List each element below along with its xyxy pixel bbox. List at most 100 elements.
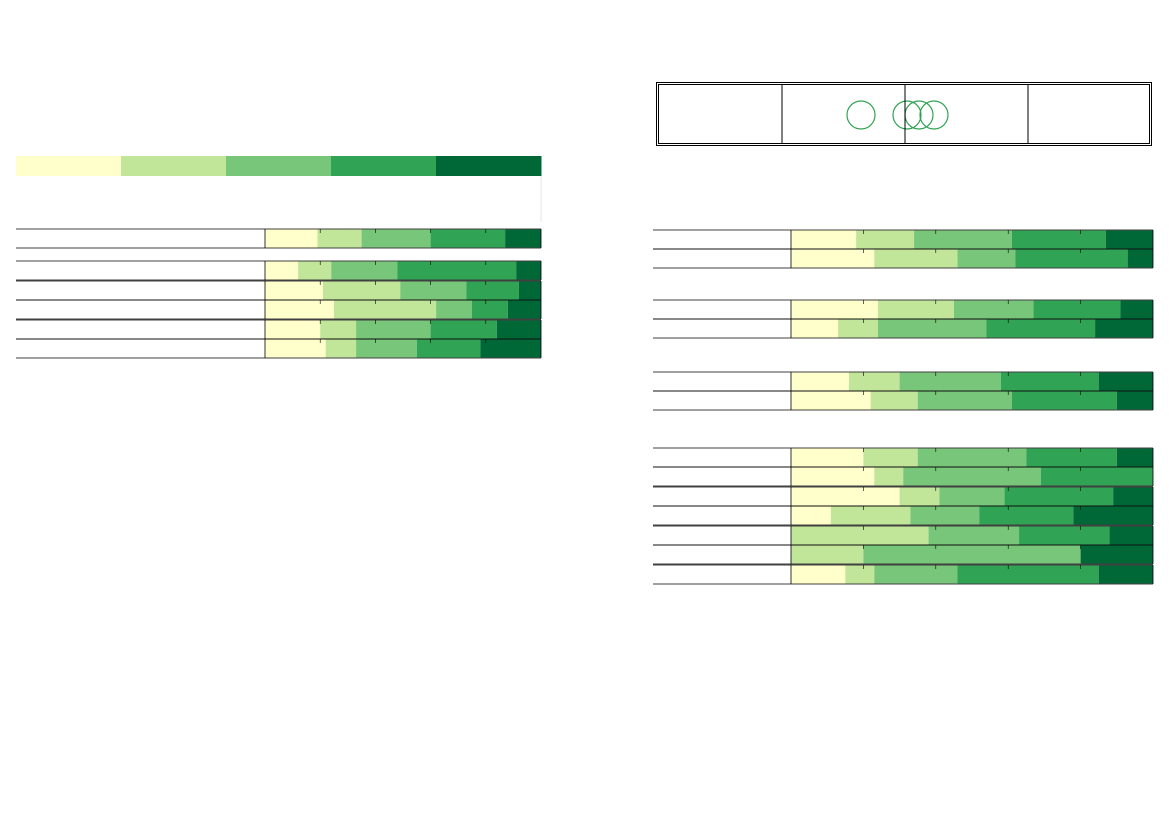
bar-segment-g4-r7-s2 (845, 565, 875, 584)
circle-marker-2 (892, 100, 922, 130)
bar-segment-g3-r1-s1 (791, 372, 849, 391)
bar-segment-g2-r1-s2 (877, 300, 954, 319)
bar-segment-g2-r2-s2 (838, 319, 878, 338)
bar-segment-g4-r3-s5 (1113, 487, 1153, 506)
bar-segment-g1-r1-s5 (505, 229, 541, 248)
bar-segment-g4-r3-s1 (791, 487, 900, 506)
bar-segment-g4-r5-s2 (791, 526, 929, 545)
bar-segment-g2-r2-s2 (322, 281, 401, 300)
bar-segment-g1-r1-s5 (1105, 230, 1153, 249)
legend-swatch-4 (331, 156, 437, 176)
circle-marker-1 (846, 100, 876, 130)
bar-segment-g2-r2-s1 (791, 319, 839, 338)
bar-segment-g1-r1-s3 (361, 229, 431, 248)
bar-segment-g1-r1-s1 (791, 230, 857, 249)
bar-segment-g4-r1-s2 (863, 448, 918, 467)
bar-segment-g3-r2-s5 (1116, 391, 1153, 410)
legend-table-dividers (781, 85, 1029, 143)
bar-segment-g2-r1-s4 (1033, 300, 1121, 319)
bar-segment-g1-r1-s1 (265, 229, 318, 248)
bar-segment-g2-r3-s5 (507, 300, 541, 319)
bar-segment-g2-r3-s2 (334, 300, 437, 319)
bar-segment-g2-r1-s3 (953, 300, 1034, 319)
bar-segment-g2-r5-s5 (480, 339, 541, 358)
bar-segment-g4-r6-s3 (863, 545, 1081, 564)
bar-segment-g1-r2-s4 (1015, 249, 1128, 268)
bar-segment-g4-r2-s4 (1040, 467, 1153, 486)
legend-swatch-1 (16, 156, 122, 176)
bar-segment-g3-r1-s3 (899, 372, 1001, 391)
bar-segment-g2-r2-s3 (877, 319, 987, 338)
bar-segment-g4-r1-s5 (1116, 448, 1153, 467)
left-chart-panel (16, 228, 542, 359)
bar-segment-g4-r4-s5 (1073, 506, 1153, 525)
legend-swatch-2 (121, 156, 227, 176)
bar-segment-g2-r1-s1 (265, 261, 299, 280)
bar-segment-g1-r2-s1 (791, 249, 875, 268)
bar-segment-g2-r1-s3 (331, 261, 398, 280)
bar-segment-g2-r1-s5 (1120, 300, 1153, 319)
bar-segment-g2-r2-s3 (400, 281, 467, 300)
bar-segment-g2-r1-s2 (298, 261, 332, 280)
bar-segment-g4-r1-s4 (1026, 448, 1117, 467)
bar-segment-g3-r2-s3 (917, 391, 1012, 410)
bar-segment-g2-r2-s4 (466, 281, 519, 300)
legend-table (656, 82, 1152, 146)
bar-segment-g2-r4-s3 (356, 320, 431, 339)
bar-segment-g2-r3-s1 (265, 300, 334, 319)
bar-segment-g4-r4-s2 (830, 506, 911, 525)
bar-segment-g4-r2-s2 (874, 467, 904, 486)
bar-segment-g4-r3-s4 (1004, 487, 1114, 506)
bar-segment-g2-r1-s1 (791, 300, 878, 319)
bar-segment-g4-r7-s3 (874, 565, 958, 584)
bar-segment-g4-r3-s3 (939, 487, 1005, 506)
bar-segment-g4-r1-s3 (917, 448, 1027, 467)
legend-swatch-3 (226, 156, 332, 176)
bar-segment-g1-r1-s3 (914, 230, 1012, 249)
bar-segment-g2-r5-s3 (356, 339, 417, 358)
bar-segment-g4-r2-s3 (903, 467, 1041, 486)
bar-segment-g4-r7-s4 (957, 565, 1099, 584)
bar-segment-g1-r1-s4 (1011, 230, 1106, 249)
bar-segment-g1-r2-s2 (874, 249, 958, 268)
bar-segment-g3-r2-s4 (1011, 391, 1117, 410)
bar-segment-g4-r2-s1 (791, 467, 875, 486)
bar-segment-g2-r4-s2 (320, 320, 357, 339)
bar-segment-g1-r1-s4 (430, 229, 506, 248)
legend-swatch-5 (436, 156, 542, 176)
right-chart-panel (653, 229, 1154, 585)
bar-segment-g1-r2-s5 (1127, 249, 1153, 268)
bar-segment-g2-r4-s1 (265, 320, 321, 339)
bar-segment-g4-r6-s5 (1080, 545, 1153, 564)
bar-segment-g2-r3-s3 (436, 300, 472, 319)
bar-segment-g4-r5-s3 (928, 526, 1020, 545)
bar-segment-g4-r6-s2 (791, 545, 864, 564)
bar-segment-g2-r2-s5 (1095, 319, 1153, 338)
bar-segment-g2-r4-s5 (496, 320, 541, 339)
bar-segment-g1-r1-s2 (856, 230, 915, 249)
bar-segment-g2-r5-s1 (265, 339, 326, 358)
bar-segment-g3-r1-s4 (1000, 372, 1099, 391)
bar-segment-g2-r5-s4 (416, 339, 481, 358)
circle-marker-4 (919, 100, 949, 130)
bar-segment-g3-r1-s5 (1098, 372, 1153, 391)
bar-segment-g2-r4-s4 (430, 320, 497, 339)
bar-segment-g2-r2-s4 (986, 319, 1096, 338)
bar-segment-g4-r4-s4 (979, 506, 1074, 525)
bar-segment-g1-r1-s2 (317, 229, 362, 248)
bar-segment-g2-r1-s5 (516, 261, 541, 280)
bar-segment-g2-r1-s4 (397, 261, 517, 280)
bar-segment-g3-r2-s2 (870, 391, 918, 410)
bar-segment-g4-r5-s5 (1109, 526, 1153, 545)
bar-segment-g4-r7-s1 (791, 565, 846, 584)
bar-segment-g1-r2-s3 (957, 249, 1016, 268)
bar-segment-g4-r1-s1 (791, 448, 864, 467)
bar-segment-g3-r2-s1 (791, 391, 871, 410)
bar-segment-g2-r2-s5 (518, 281, 541, 300)
bar-segment-g4-r7-s5 (1098, 565, 1153, 584)
bar-segment-g4-r4-s1 (791, 506, 831, 525)
bar-segment-g2-r3-s4 (472, 300, 508, 319)
bar-segment-g2-r5-s2 (325, 339, 357, 358)
bar-segment-g2-r2-s1 (265, 281, 323, 300)
